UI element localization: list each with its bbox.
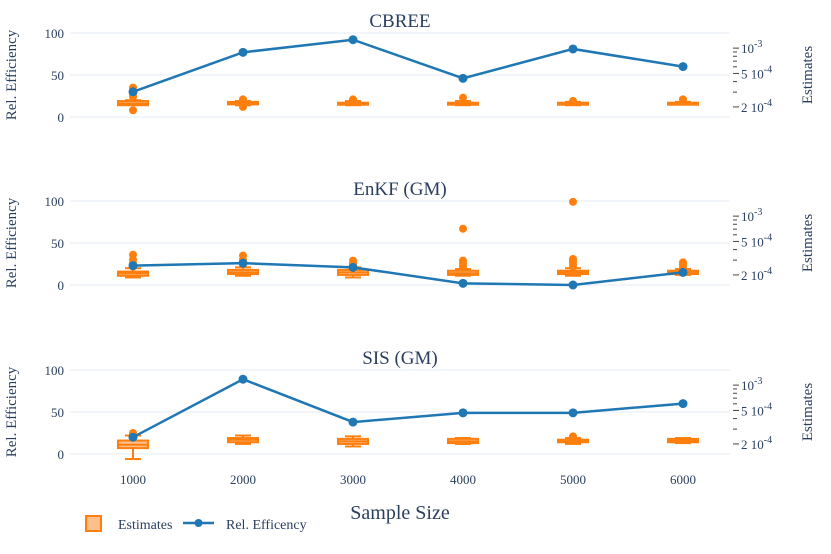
efficiency-point (568, 408, 578, 418)
efficiency-point (238, 258, 248, 268)
right-tick-label: 10-3 (741, 376, 762, 393)
efficiency-point (128, 261, 138, 271)
box-3000 (337, 95, 369, 107)
efficiency-point (678, 267, 688, 277)
left-tick-label: 50 (51, 236, 64, 251)
box-2000 (227, 434, 259, 445)
outlier-point (239, 251, 247, 260)
left-tick-label: 0 (58, 278, 65, 293)
right-tick-label: 2 10-4 (741, 98, 772, 115)
box-5000 (557, 432, 589, 445)
legend[interactable]: Estimates Rel. Efficency (85, 515, 307, 533)
right-axis-label: Estimates (800, 46, 816, 104)
efficiency-point (238, 47, 248, 57)
right-tick-label: 5 10-4 (741, 232, 772, 249)
efficiency-point (348, 417, 358, 427)
box-6000 (667, 95, 699, 106)
box-4000 (447, 93, 479, 107)
outlier-point (129, 250, 137, 259)
efficiency-point (568, 280, 578, 290)
legend-estimates-label: Estimates (118, 518, 172, 533)
right-axis-label: Estimates (800, 214, 816, 272)
box-5000 (557, 97, 589, 107)
efficiency-line (132, 261, 684, 287)
outlier-point (569, 432, 577, 441)
panel-2: EnKF (GM) 0 50 100 Rel. Efficiency Estimates 2… (4, 179, 816, 293)
efficiency-point (568, 44, 578, 54)
x-tick-label: 1000 (120, 472, 146, 487)
box-2000 (227, 95, 259, 111)
efficiency-point (348, 262, 358, 272)
right-tick-label: 5 10-4 (741, 64, 772, 81)
left-axis-label: Rel. Efficiency (4, 29, 20, 120)
efficiency-point (128, 432, 138, 442)
efficiency-point (458, 278, 468, 288)
panels: CBREE 0 50 100 Rel. Efficiency Estimates 2 10-… (4, 11, 816, 487)
outlier-point (459, 256, 467, 265)
box-4000 (447, 437, 479, 445)
box-6000 (667, 437, 699, 445)
efficiency-line (132, 38, 684, 93)
right-tick-label: 10-3 (741, 207, 762, 224)
efficiency-point (458, 73, 468, 83)
efficiency-point (458, 408, 468, 418)
outlier-point (569, 197, 577, 206)
efficiency-line (132, 377, 684, 439)
panel-3: SIS (GM) 0 50 100 Rel. Efficiency Estimates 2 … (4, 348, 816, 462)
outlier-point (679, 95, 687, 104)
x-tick-label: 3000 (340, 472, 366, 487)
panel-title: EnKF (GM) (353, 179, 446, 200)
x-tick-label: 2000 (230, 472, 256, 487)
outlier-point (569, 254, 577, 263)
x-tick-labels: 1000 2000 3000 4000 5000 6000 (120, 472, 696, 487)
outlier-point (569, 97, 577, 106)
outlier-point (349, 256, 357, 265)
outlier-point (349, 95, 357, 104)
x-tick-label: 5000 (560, 472, 586, 487)
right-axis-label: Estimates (800, 383, 816, 441)
left-tick-label: 100 (45, 363, 65, 378)
efficiency-point (128, 87, 138, 97)
right-tick-label: 10-3 (741, 39, 762, 56)
right-tick-label: 2 10-4 (741, 435, 772, 452)
outlier-point (239, 95, 247, 104)
left-tick-label: 0 (58, 447, 65, 462)
efficiency-point (238, 374, 248, 384)
efficiency-point (678, 399, 688, 409)
left-tick-label: 50 (51, 68, 64, 83)
legend-estimates-swatch (85, 515, 102, 532)
outlier-point (679, 258, 687, 267)
x-axis-label: Sample Size (350, 502, 450, 524)
right-tick-label: 5 10-4 (741, 401, 772, 418)
outlier-point (459, 224, 467, 233)
panel-title: CBREE (369, 11, 430, 32)
legend-efficiency-marker (194, 519, 203, 527)
box-4000 (447, 224, 479, 277)
left-tick-label: 100 (45, 26, 65, 41)
left-tick-label: 50 (51, 405, 64, 420)
panel-title: SIS (GM) (362, 348, 437, 369)
left-tick-label: 100 (45, 194, 65, 209)
outlier-point (459, 93, 467, 102)
box-3000 (337, 435, 369, 448)
left-axis-label: Rel. Efficiency (4, 197, 20, 288)
left-axis-label: Rel. Efficiency (4, 366, 20, 457)
efficiency-point (678, 62, 688, 72)
panel-1: CBREE 0 50 100 Rel. Efficiency Estimates 2 10-… (4, 11, 816, 125)
right-tick-label: 2 10-4 (741, 266, 772, 283)
outlier-point (239, 102, 247, 111)
efficiency-point (348, 35, 358, 45)
outlier-point (129, 106, 137, 115)
x-tick-label: 4000 (450, 472, 476, 487)
left-tick-label: 0 (58, 110, 65, 125)
x-tick-label: 6000 (670, 472, 696, 487)
box-5000 (557, 197, 589, 277)
legend-efficiency-label: Rel. Efficency (226, 518, 307, 533)
